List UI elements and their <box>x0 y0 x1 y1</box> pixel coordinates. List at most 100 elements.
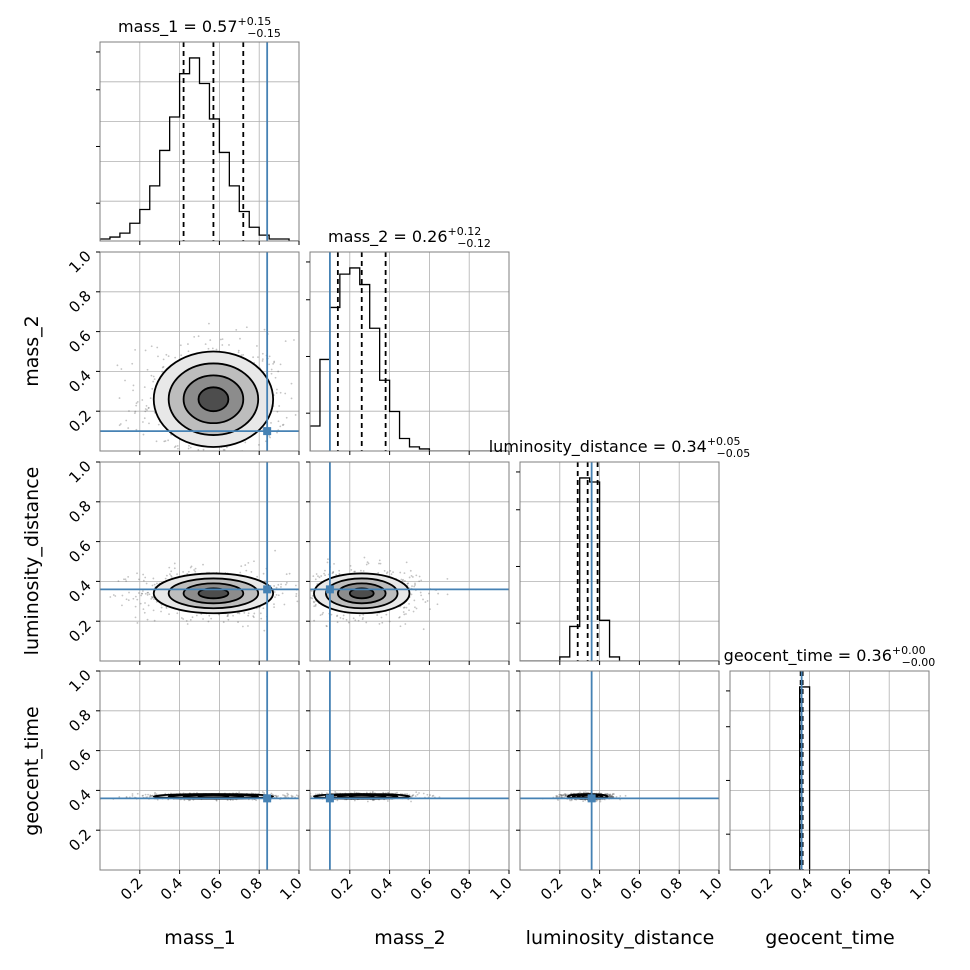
sample-point <box>132 384 135 387</box>
sample-point <box>610 795 612 798</box>
sample-point <box>365 563 368 566</box>
sample-point <box>290 382 293 385</box>
sample-point <box>564 794 567 797</box>
sample-point <box>277 583 280 586</box>
sample-point <box>422 598 424 601</box>
sample-point <box>225 446 228 449</box>
sample-point <box>608 794 611 797</box>
sample-point <box>599 800 602 803</box>
sample-point <box>145 582 148 585</box>
sample-point <box>565 794 567 797</box>
sample-point <box>360 569 362 572</box>
sample-point <box>304 605 306 607</box>
sample-point <box>155 793 158 796</box>
x-tick-label-2: 0.6 <box>827 874 857 904</box>
sample-point <box>132 389 134 392</box>
sample-point <box>385 572 388 575</box>
y-tick-label-4: 1.0 <box>65 457 95 487</box>
sample-point <box>142 794 144 797</box>
sample-point <box>352 617 355 620</box>
sample-point <box>304 591 306 593</box>
hist-luminosity-distance-step-line <box>520 477 719 661</box>
sample-point <box>188 444 190 447</box>
title-plus: +0.00 <box>892 644 926 657</box>
sample-point <box>411 794 414 797</box>
sample-point <box>152 452 154 454</box>
sample-point <box>366 800 369 803</box>
x-tick-label-0: 0.2 <box>327 874 357 904</box>
sample-point <box>284 795 287 797</box>
sample-point <box>380 616 383 619</box>
sample-point <box>202 618 204 620</box>
sample-point <box>285 573 288 576</box>
sample-point <box>310 590 313 592</box>
sample-point <box>336 621 339 624</box>
sample-point <box>187 570 190 573</box>
sample-point <box>136 598 139 601</box>
sample-point <box>336 614 339 617</box>
sample-point <box>132 597 135 600</box>
sample-point <box>295 794 298 797</box>
sample-point <box>97 795 99 797</box>
hist-bar-4 <box>350 268 360 451</box>
sample-point <box>293 794 295 796</box>
sample-point <box>301 569 303 571</box>
sample-point <box>279 363 282 366</box>
sample-point <box>155 524 157 526</box>
sample-point <box>151 387 154 390</box>
sample-point <box>563 793 566 796</box>
sample-point <box>187 447 190 450</box>
sample-point <box>263 792 266 794</box>
density-mass-1-vs-geocent-time-plot-area <box>97 671 299 870</box>
sample-point <box>317 575 319 578</box>
sample-point <box>128 410 130 412</box>
sample-point <box>290 794 293 797</box>
sample-point <box>263 328 266 331</box>
sample-point <box>174 445 177 448</box>
sample-point <box>414 795 417 797</box>
sample-point <box>403 572 406 575</box>
sample-point <box>142 421 144 423</box>
sample-point <box>390 573 393 576</box>
sample-point <box>133 412 136 415</box>
sample-point <box>221 464 223 466</box>
y-tick-label-0: 0.2 <box>65 616 95 646</box>
sample-point <box>607 793 610 796</box>
sample-point <box>415 607 418 610</box>
sample-point <box>410 593 413 596</box>
sample-point <box>170 574 172 577</box>
contour-2 <box>167 362 260 436</box>
sample-point <box>300 586 302 588</box>
sample-point <box>140 594 143 597</box>
sample-point <box>404 793 406 795</box>
sample-point <box>411 585 413 588</box>
sample-point <box>148 422 150 425</box>
sample-point <box>613 793 615 795</box>
sample-point <box>184 468 186 470</box>
sample-point <box>268 363 271 366</box>
sample-point <box>378 559 381 562</box>
sample-point <box>270 792 273 795</box>
sample-point <box>405 613 407 615</box>
sample-point <box>259 612 262 615</box>
sample-point <box>402 578 404 581</box>
sample-point <box>255 799 257 802</box>
sample-point <box>237 621 239 623</box>
sample-point <box>93 619 95 621</box>
sample-point <box>320 575 323 577</box>
y-tick-label-0: 0.2 <box>65 406 95 436</box>
sample-point <box>147 591 150 594</box>
sample-point <box>278 405 281 407</box>
sample-point <box>194 570 197 573</box>
sample-point <box>284 583 287 586</box>
sample-point <box>154 791 156 794</box>
sample-point <box>170 576 173 578</box>
sample-point <box>144 349 147 352</box>
sample-point <box>409 795 412 798</box>
sample-point <box>381 621 384 624</box>
sample-point <box>146 409 148 411</box>
sample-point <box>211 347 214 350</box>
sample-point <box>157 423 160 426</box>
sample-point <box>161 370 164 373</box>
sample-point <box>272 615 274 617</box>
